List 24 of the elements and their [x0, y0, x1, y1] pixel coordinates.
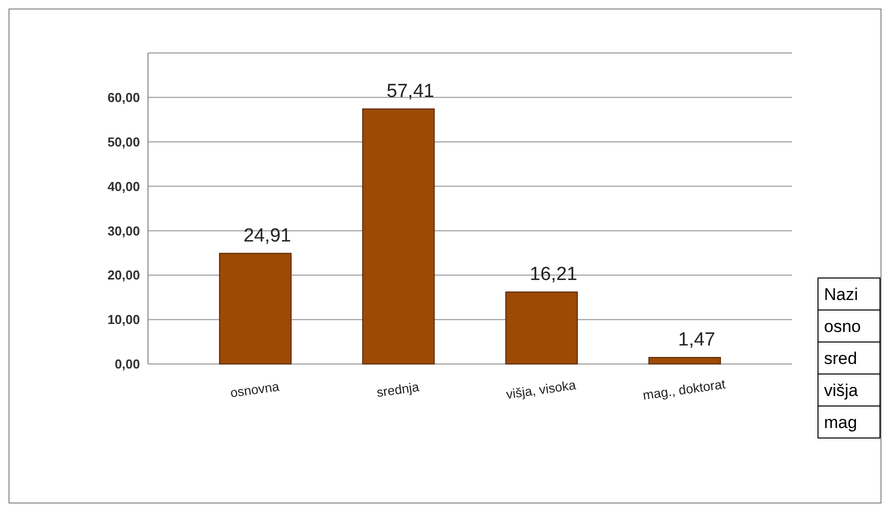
data-label: 1,47 — [678, 329, 716, 350]
text: Nazi — [824, 284, 858, 304]
x-tick-label: osnovna — [229, 378, 281, 400]
y-tick-label: 60,00 — [107, 90, 140, 105]
text: mag — [824, 412, 858, 432]
text: sred — [824, 348, 858, 368]
bar — [219, 252, 292, 364]
y-tick-label: 20,00 — [107, 268, 140, 283]
x-tick-label: višja, visoka — [505, 377, 578, 402]
data-label: 24,91 — [244, 225, 292, 246]
bar — [362, 108, 435, 364]
x-tick-label: mag., doktorat — [642, 376, 727, 403]
y-tick-label: 30,00 — [107, 223, 140, 238]
text: višja — [824, 380, 859, 400]
y-tick-label: 40,00 — [107, 178, 140, 194]
text: osno — [824, 316, 861, 336]
y-tick-label: 0,00 — [114, 356, 140, 372]
y-tick-label: 10,00 — [107, 312, 140, 328]
bar — [505, 291, 578, 364]
data-label: 57,41 — [386, 80, 434, 102]
y-tick-label: 50,00 — [107, 134, 140, 150]
x-tick-label: srednja — [376, 379, 421, 400]
bar — [648, 356, 721, 364]
data-label: 16,21 — [530, 264, 578, 285]
